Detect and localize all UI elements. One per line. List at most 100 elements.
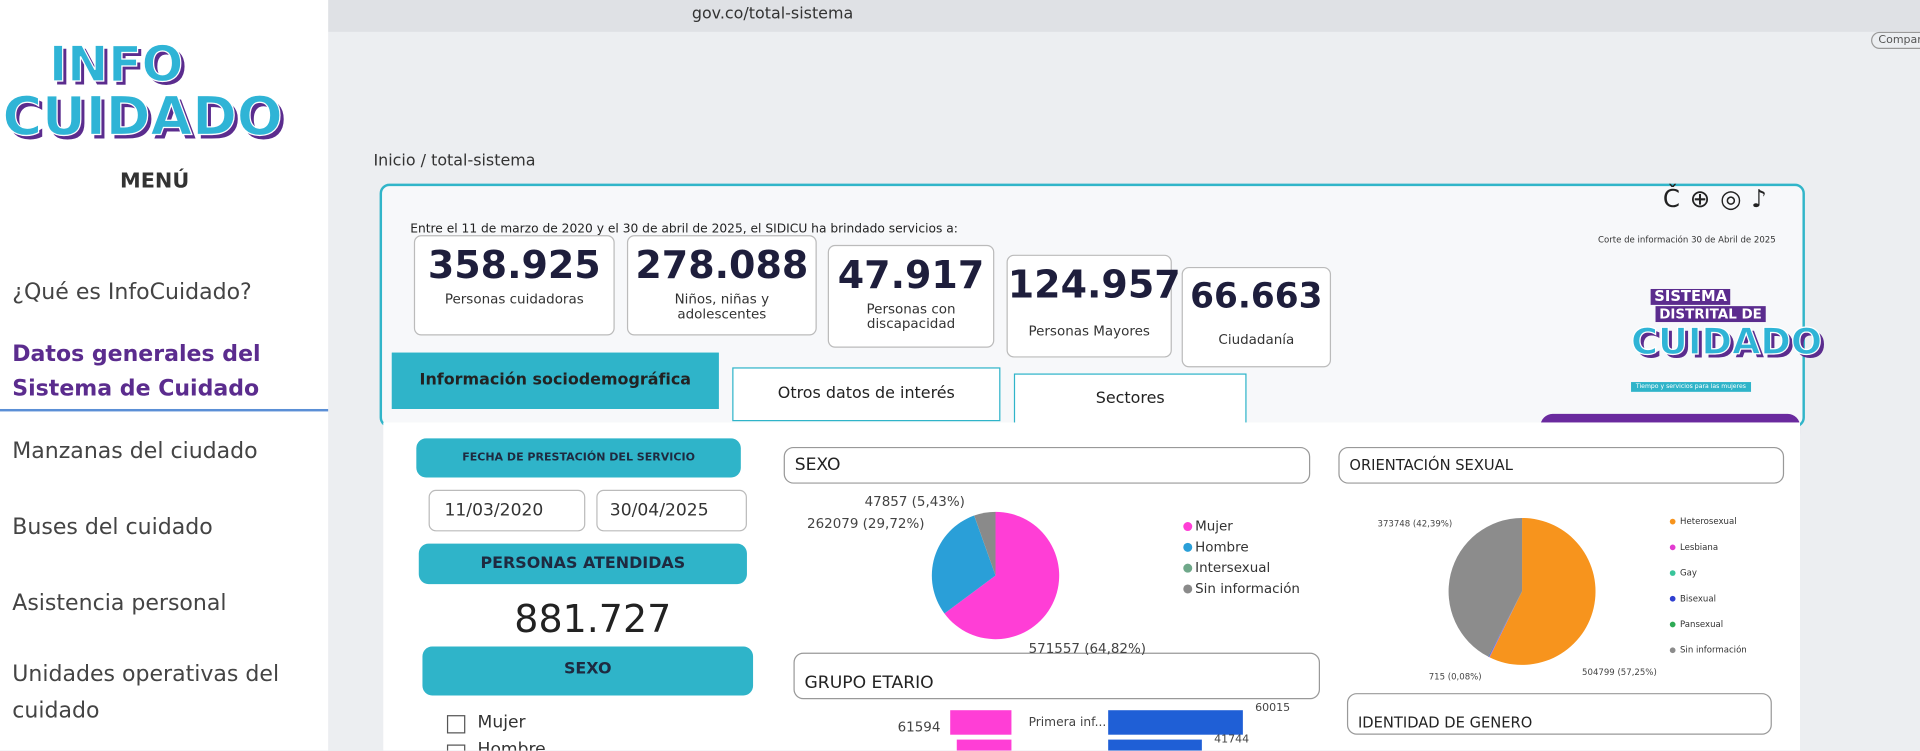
bar-value: 41744 [1214, 733, 1249, 746]
panel-header: GRUPO ETARIO [793, 652, 1321, 700]
pie-slice [944, 511, 1060, 640]
panel-header: SEXO [783, 446, 1311, 484]
legend-label: Lesbiana [1680, 543, 1718, 553]
legend-label: Heterosexual [1680, 517, 1737, 527]
legend-label: Mujer [1195, 520, 1233, 535]
bar [956, 739, 1012, 751]
pie-slice [1489, 591, 1523, 658]
slice-label: 504799 (57,25%) [1582, 668, 1657, 678]
date-from[interactable]: 11/03/2020 [428, 489, 586, 532]
pie-slice [931, 515, 996, 614]
menu-title: MENÚ [120, 168, 190, 194]
slice-label: 262079 (29,72%) [807, 517, 924, 532]
menu-item[interactable]: Buses del cuidado [12, 514, 213, 541]
panel-header: ORIENTACIÓN SEXUAL [1338, 446, 1785, 484]
menu-item[interactable]: Manzanas del ciudado [12, 438, 258, 465]
stat-value: 66.663 [1190, 275, 1323, 316]
bar-category: Primera inf... [1029, 715, 1107, 729]
summary-intro: Entre el 11 de marzo de 2020 y el 30 de … [410, 222, 958, 237]
slice-label: 571557 (64,82%) [1029, 642, 1146, 657]
bar [1108, 710, 1243, 735]
stat-card: 278.088 Niños, niñas y adolescentes [626, 235, 817, 336]
stat-label: Ciudadanía [1218, 331, 1295, 348]
legend-dot [1183, 542, 1193, 552]
legend-label: Hombre [1195, 540, 1249, 555]
social-icons[interactable]: Č⊕◎♪ [1662, 183, 1777, 214]
pie-slice [974, 515, 996, 576]
bar-value: 60015 [1255, 701, 1290, 714]
legend-label: Sin información [1195, 581, 1300, 597]
stat-label: Personas cuidadoras [444, 291, 584, 308]
menu-item-active[interactable]: Datos generales del Sistema de Cuidado [12, 341, 261, 402]
legend-dot [1183, 522, 1193, 532]
checkbox[interactable] [446, 715, 466, 734]
legend-label: Gay [1680, 569, 1697, 579]
slice-label: 373748 (42,39%) [1378, 520, 1453, 530]
stat-label: Personas con discapacidad [866, 301, 956, 332]
legend-dot [1669, 518, 1676, 525]
stat-card: 66.663 Ciudadanía [1181, 266, 1332, 368]
url[interactable]: gov.co/total-sistema [691, 4, 854, 24]
checkbox-label[interactable]: Mujer [477, 712, 526, 733]
sidebar: INFO CUIDADO MENÚ ¿Qué es InfoCuidado? D… [0, 0, 329, 751]
breadcrumb[interactable]: Inicio / total-sistema [373, 151, 536, 171]
legend-dot [1669, 570, 1676, 576]
bar [1108, 739, 1202, 751]
stat-label: Niños, niñas y adolescentes [674, 291, 770, 323]
legend-dot [1669, 621, 1676, 628]
active-underline [0, 408, 329, 412]
checkbox-label[interactable]: Hombre [477, 739, 546, 751]
stat-value: 358.925 [427, 243, 601, 288]
bar-value: 61594 [898, 720, 941, 735]
legend-dot [1669, 647, 1676, 654]
logo-bottom[interactable]: CUIDADO [2, 85, 284, 149]
menu-item[interactable]: ¿Qué es InfoCuidado? [12, 279, 252, 305]
stat-label: Personas Mayores [1028, 323, 1150, 340]
legend-dot [1669, 544, 1676, 551]
pie-slice [974, 511, 996, 576]
tab-active[interactable]: Información sociodemográfica [391, 352, 719, 409]
pie-slice [1488, 591, 1523, 657]
brand-logo: CUIDADO [1630, 320, 1823, 364]
stat-value: 124.957 [1007, 263, 1181, 308]
slice-label: 47857 (5,43%) [865, 495, 965, 510]
brand-line: DISTRITAL DE [1655, 306, 1766, 323]
legend-label: Pansexual [1680, 620, 1723, 630]
panel-header: IDENTIDAD DE GENERO [1346, 693, 1772, 735]
slice-label: 715 (0,08%) [1429, 673, 1482, 683]
legend-dot [1183, 563, 1193, 573]
legend-dot [1183, 584, 1193, 594]
logo-top[interactable]: INFO [48, 36, 184, 94]
pie-slice [1488, 591, 1523, 658]
brand-line: SISTEMA [1650, 288, 1731, 305]
menu-item[interactable]: Asistencia personal [12, 590, 227, 616]
stat-value: 278.088 [635, 243, 809, 288]
filter-title: FECHA DE PRESTACIÓN DEL SERVICIO [416, 438, 741, 478]
legend-label: Bisexual [1680, 594, 1716, 604]
date-to[interactable]: 30/04/2025 [596, 489, 747, 532]
filter-title: PERSONAS ATENDIDAS [418, 543, 747, 585]
stat-card: 124.957 Personas Mayores [1006, 254, 1181, 358]
legend-dot [1669, 595, 1676, 602]
stat-card: 358.925 Personas cuidadoras [413, 235, 615, 336]
filter-title[interactable]: SEXO [422, 646, 754, 696]
checkbox[interactable] [446, 744, 466, 751]
legend-label: Sin información [1680, 645, 1747, 656]
pie-slice [1489, 517, 1596, 665]
pie-slice [1488, 591, 1523, 657]
menu-item[interactable]: Unidades operativas del cuidado [12, 661, 280, 724]
cutoff-note: Corte de información 30 de Abril de 2025 [1597, 235, 1776, 245]
attended-value: 881.727 [514, 597, 672, 642]
stat-value: 47.917 [837, 253, 985, 298]
pie-slice [1448, 517, 1523, 657]
legend-label: Intersexual [1195, 561, 1270, 576]
stat-card: 47.917 Personas con discapacidad [827, 244, 995, 348]
tab[interactable]: Otros datos de interés [732, 367, 1001, 422]
brand-tagline: Tiempo y servicios para las mujeres [1631, 382, 1751, 392]
share-button[interactable]: Compartir [1871, 31, 1920, 49]
bar [950, 710, 1012, 735]
